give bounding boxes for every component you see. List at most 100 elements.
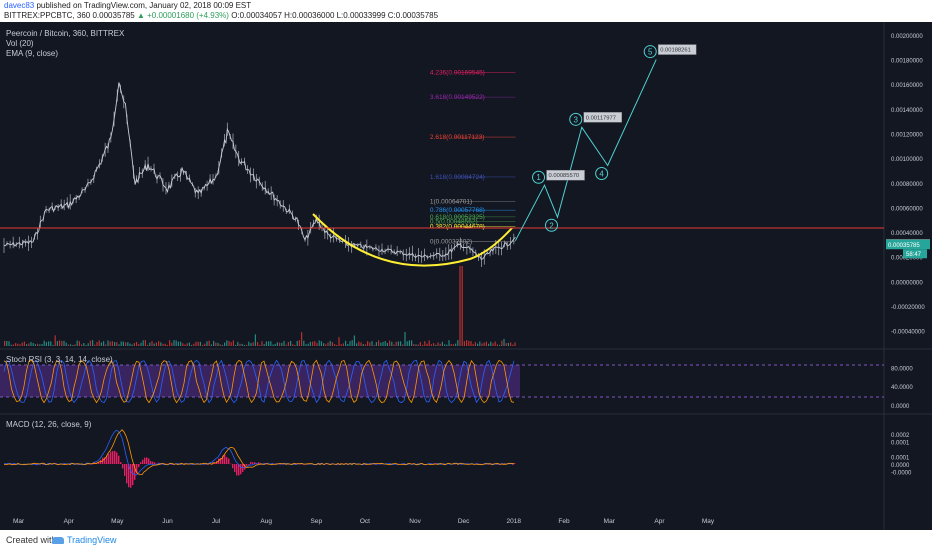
volume-bar	[430, 344, 432, 346]
chart-canvas[interactable]: 4.236(0.00169545) 3.618(0.00149522) 2.618(…	[0, 22, 932, 530]
macd-histogram-bar	[210, 463, 212, 465]
volume-bar	[386, 342, 388, 346]
macd-histogram-bar	[114, 450, 116, 464]
volume-bar	[351, 340, 353, 346]
fib-level-label: 0.5(0.00048562)	[430, 218, 478, 225]
chart-title: Peercoin / Bitcoin, 360, BITTREX	[6, 29, 125, 38]
volume-bar	[74, 344, 76, 346]
macd-axis-tick: -0.0000	[891, 471, 912, 477]
volume-bar	[188, 342, 190, 346]
volume-bar	[474, 342, 476, 346]
target-price-label: 0.00188261	[660, 48, 691, 54]
volume-bar	[439, 343, 441, 346]
volume-bar	[221, 344, 223, 346]
macd-histogram-bar	[42, 464, 44, 465]
macd-histogram-bar	[378, 464, 380, 465]
volume-bar	[371, 341, 373, 346]
wave-label: 1	[536, 173, 541, 182]
volume-bar	[43, 340, 45, 346]
volume-bar	[331, 342, 333, 346]
macd-histogram-bar	[166, 463, 168, 465]
macd-histogram-bar	[138, 464, 140, 468]
volume-bar	[151, 341, 153, 346]
fib-level-label: 4.236(0.00169545)	[430, 69, 485, 76]
macd-histogram-bar	[88, 463, 90, 465]
volume-bar	[307, 343, 309, 346]
macd-histogram-bar	[108, 453, 110, 464]
volume-bar	[182, 343, 184, 346]
volume-bar	[426, 343, 428, 346]
volume-bar	[268, 341, 270, 346]
volume-bar	[127, 342, 129, 346]
time-axis-tick: Mar	[13, 518, 25, 525]
price-axis-tick: 0.00020000	[891, 256, 923, 262]
volume-bar	[78, 341, 80, 346]
volume-bar	[228, 340, 230, 346]
volume-bar	[279, 342, 281, 346]
volume-bar	[353, 335, 355, 346]
volume-bar	[34, 344, 36, 346]
volume-bar	[45, 342, 47, 346]
volume-bar	[224, 342, 226, 346]
time-axis-tick: Apr	[654, 518, 665, 525]
volume-bar	[39, 344, 41, 346]
volume-bar	[466, 340, 468, 346]
volume-bar	[206, 341, 208, 346]
volume-bar	[461, 266, 463, 346]
volume-bar	[153, 343, 155, 346]
stoch-axis-tick: 0.0000	[891, 404, 910, 410]
symbol-price: BITTREX:PPCBTC, 360 0.00035785	[4, 11, 135, 20]
volume-bar	[417, 344, 419, 346]
stoch-axis-tick: 80.0000	[891, 366, 913, 372]
volume-bar	[360, 342, 362, 346]
volume-bar	[325, 344, 327, 346]
tradingview-logo[interactable]: TradingView	[52, 535, 117, 545]
elliott-wave-projection: 1 2 3 4 5 0.00085570 0.00117977 0.00188261	[514, 44, 697, 241]
macd-histogram-bar	[496, 464, 498, 465]
volume-bar	[257, 342, 259, 346]
volume-bar	[213, 340, 215, 346]
created-with-text: Created with	[6, 535, 57, 545]
author-link[interactable]: davec83	[4, 1, 35, 10]
footer: Created with TradingView	[0, 530, 932, 550]
price-axis-tick: 0.00180000	[891, 59, 923, 65]
rounding-bottom-curve	[312, 213, 513, 267]
publish-info: published on TradingView.com, January 02…	[36, 1, 252, 10]
macd-histogram-bar	[232, 464, 234, 469]
volume-bar	[164, 343, 166, 346]
volume-bar	[488, 343, 490, 346]
macd-legend: MACD (12, 26, close, 9)	[6, 420, 92, 429]
volume-bar	[450, 344, 452, 346]
macd-series	[3, 429, 516, 488]
macd-histogram-bar	[300, 464, 302, 465]
volume-bar	[142, 340, 144, 346]
macd-histogram-bar	[434, 463, 436, 464]
volume-bar	[76, 340, 78, 346]
volume-bar	[105, 344, 107, 346]
volume-bar	[239, 343, 241, 346]
wave-label-circle	[544, 218, 558, 232]
volume-bar	[470, 341, 472, 346]
volume-bar	[138, 344, 140, 346]
macd-histogram-bar	[132, 464, 134, 486]
macd-histogram-bar	[150, 461, 152, 464]
time-axis-tick: Feb	[558, 518, 570, 525]
volume-bar	[345, 340, 347, 346]
volume-bar	[173, 340, 175, 346]
volume-bar	[116, 342, 118, 346]
volume-bar	[400, 341, 402, 346]
volume-bar	[65, 342, 67, 346]
volume-bar	[261, 341, 263, 346]
volume-bar	[505, 343, 507, 346]
macd-histogram-bar	[212, 462, 214, 464]
macd-histogram-bar	[248, 464, 250, 465]
volume-bar	[56, 341, 58, 346]
volume-bar	[507, 342, 509, 346]
chart-area[interactable]: 4.236(0.00169545) 3.618(0.00149522) 2.618(…	[0, 22, 932, 530]
macd-histogram-bar	[170, 464, 172, 465]
volume-bar	[114, 342, 116, 346]
volume-bar	[136, 341, 138, 346]
wave-label: 2	[549, 221, 554, 230]
macd-histogram-bar	[258, 462, 260, 464]
volume-bar	[281, 342, 283, 346]
